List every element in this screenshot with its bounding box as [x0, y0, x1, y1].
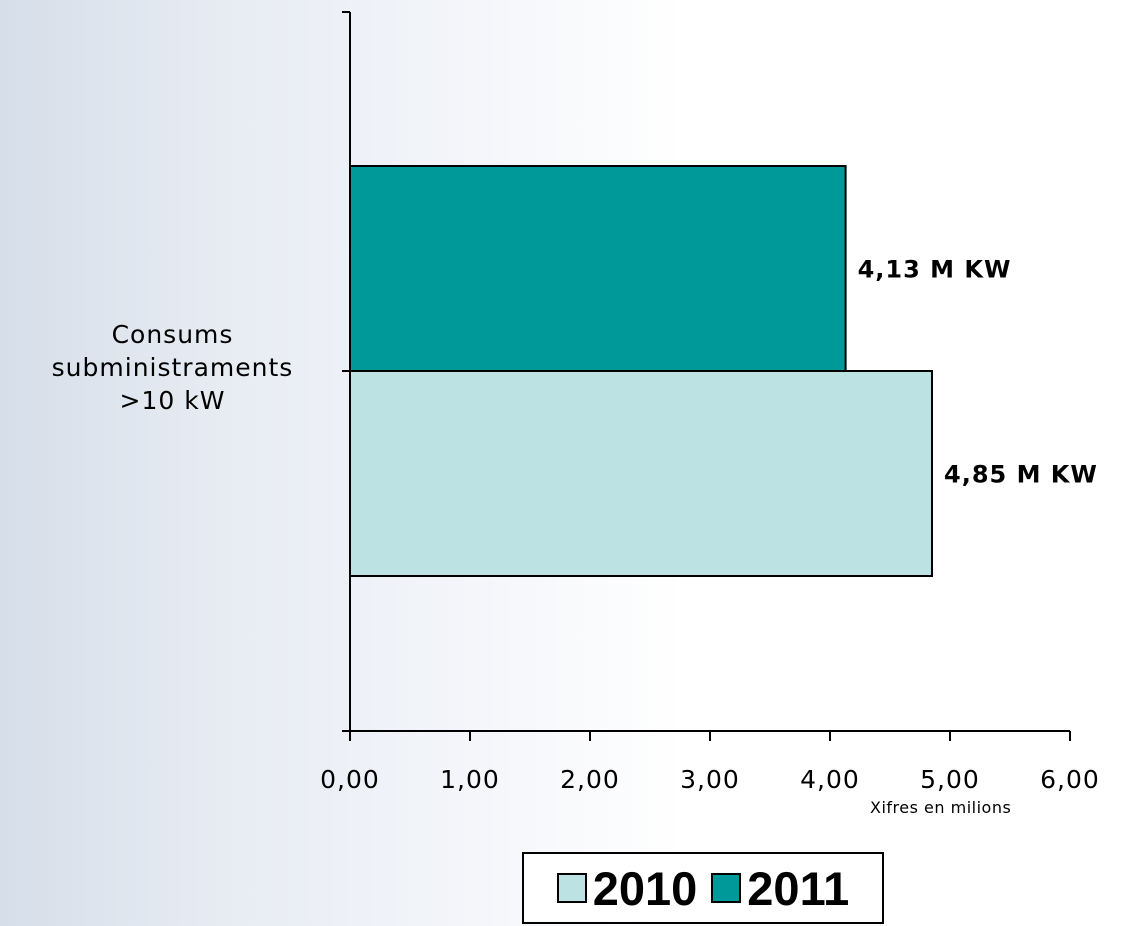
- x-tick-label-0: 0,00: [320, 765, 380, 794]
- legend-label-2011: 2011: [747, 861, 850, 915]
- category-label-line-3: >10 kW: [119, 386, 226, 415]
- category-label-line-1: Consums: [111, 320, 234, 349]
- legend-label-2010: 2010: [592, 861, 698, 915]
- legend-item-2010: 2010: [556, 861, 698, 915]
- legend: 2010 2011: [522, 852, 884, 924]
- x-tick-label-1: 1,00: [440, 765, 500, 794]
- x-tick-label-5: 5,00: [920, 765, 980, 794]
- bar-2010: [349, 370, 933, 577]
- x-axis-title: Xifres en milions: [870, 798, 1012, 817]
- x-tick-label-4: 4,00: [800, 765, 860, 794]
- x-tick-label-6: 6,00: [1040, 765, 1100, 794]
- data-label-2011: 4,13 M KW: [858, 256, 1012, 284]
- data-label-2010: 4,85 M KW: [944, 461, 1098, 489]
- category-label: Consums subministraments >10 kW: [0, 318, 345, 417]
- x-tick-label-2: 2,00: [560, 765, 620, 794]
- bar-2011: [349, 165, 847, 372]
- legend-swatch-2010: [556, 873, 587, 903]
- category-label-line-2: subministraments: [51, 353, 294, 382]
- legend-swatch-2011: [711, 873, 742, 903]
- legend-item-2011: 2011: [711, 865, 849, 912]
- x-tick-label-3: 3,00: [680, 765, 740, 794]
